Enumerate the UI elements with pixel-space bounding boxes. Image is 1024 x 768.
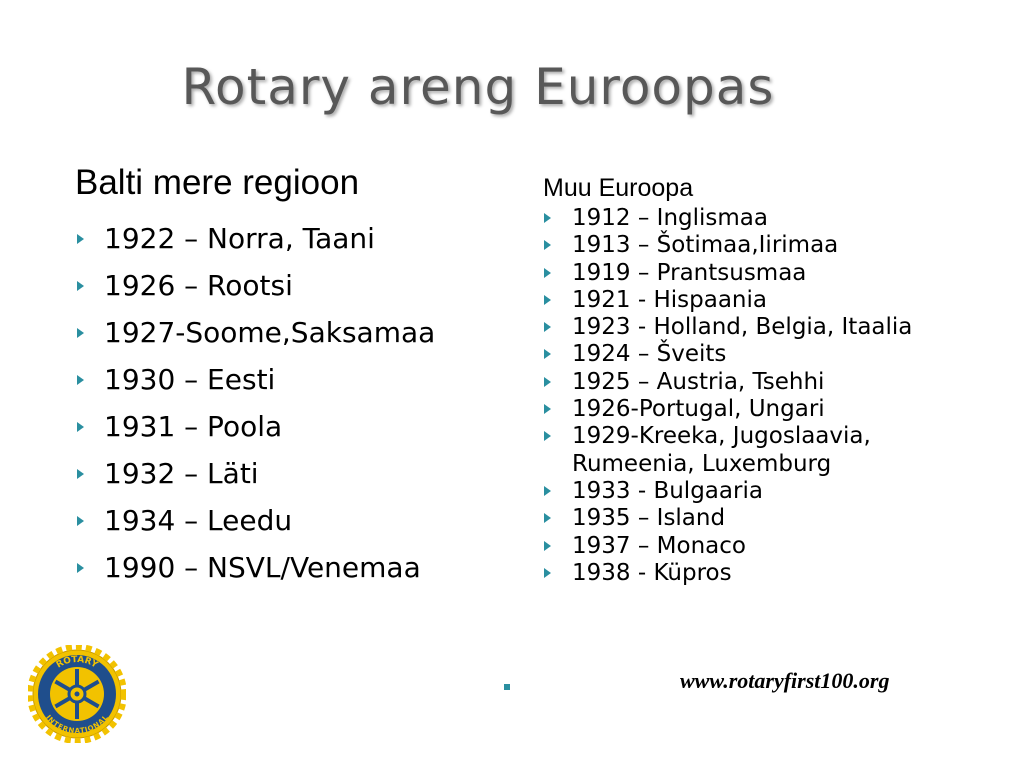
list-item: 1935 – Island [544,505,947,532]
list-item: 1921 - Hispaania [544,287,947,314]
list-item: 1938 - Küpros [544,560,947,587]
list-item: 1929-Kreeka, Jugoslaavia, Rumeenia, Luxe… [544,423,947,478]
right-list: 1912 – Inglismaa 1913 – Šotimaa,Iirimaa 19… [544,205,947,587]
list-item: 1932 – Läti [76,453,435,500]
list-item: 1926 – Rootsi [76,265,435,312]
list-item: 1924 – Šveits [544,341,947,368]
list-item: 1933 - Bulgaaria [544,478,947,505]
rotary-logo: ROTARY INTERNATIONAL [28,645,126,743]
list-item: 1934 – Leedu [76,500,435,547]
list-item: 1926-Portugal, Ungari [544,396,947,423]
left-list: 1922 – Norra, Taani 1926 – Rootsi 1927-Soo… [76,218,435,594]
list-item: 1913 – Šotimaa,Iirimaa [544,232,947,259]
list-item: 1927-Soome,Saksamaa [76,312,435,359]
list-item: 1925 – Austria, Tsehhi [544,369,947,396]
title: Rotary areng Euroopas [181,58,775,116]
left-heading: Balti mere regioon [75,163,360,202]
dot [504,684,510,690]
list-item: 1923 - Holland, Belgia, Itaalia [544,314,947,341]
list-item: 1937 – Monaco [544,533,947,560]
list-item: 1930 – Eesti [76,359,435,406]
list-item: 1919 – Prantsusmaa [544,260,947,287]
url: www.rotaryfirst100.org [680,668,890,693]
logo-top: ROTARY [55,655,100,671]
list-item: 1922 – Norra, Taani [76,218,435,265]
right-heading: Muu Euroopa [543,174,694,202]
list-item: 1931 – Poola [76,406,435,453]
list-item: 1990 – NSVL/Venemaa [76,547,435,594]
svg-text:ROTARY: ROTARY [55,655,100,671]
list-item: 1912 – Inglismaa [544,205,947,232]
